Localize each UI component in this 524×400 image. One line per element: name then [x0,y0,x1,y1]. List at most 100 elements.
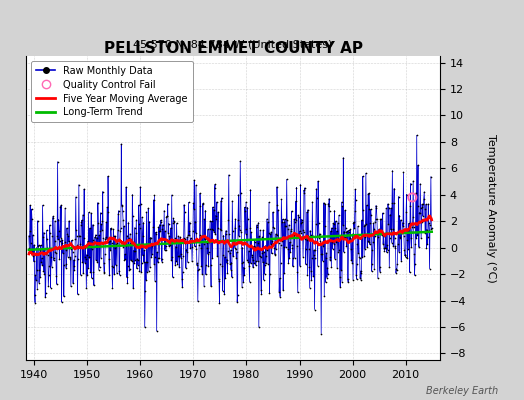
Point [254,219,263,226]
Point [352,197,360,204]
Point [34,243,42,250]
Point [324,203,333,210]
Point [170,219,179,225]
Point [342,229,350,235]
Point [256,253,264,260]
Point [138,252,147,258]
Point [102,219,111,226]
Point [187,235,195,242]
Point [372,202,380,209]
Point [58,299,66,305]
Point [316,238,324,244]
Point [178,284,187,290]
Point [219,252,227,259]
Point [300,190,309,196]
Point [312,186,321,192]
Point [215,300,224,306]
Point [56,238,64,244]
Point [161,242,170,249]
Point [226,261,234,268]
Point [423,241,432,247]
Point [339,154,347,161]
Point [174,252,183,259]
Point [315,235,324,242]
Point [173,239,181,245]
Point [349,276,357,283]
Point [299,254,307,260]
Point [283,226,292,232]
Point [423,226,431,233]
Point [154,255,162,262]
Point [230,241,238,247]
Point [199,241,208,248]
Point [110,271,118,277]
Point [214,276,223,282]
Point [192,182,200,188]
Point [78,217,86,223]
Point [208,254,216,261]
Point [279,216,287,223]
Point [145,218,154,225]
Point [69,280,77,286]
Point [203,250,212,257]
Point [306,228,314,234]
Point [152,328,161,334]
Point [366,220,375,226]
Point [364,239,373,246]
Point [47,246,55,252]
Point [256,254,265,260]
Point [274,236,282,243]
Point [222,228,230,234]
Point [367,268,376,274]
Point [128,213,137,219]
Point [27,206,36,212]
Point [90,282,98,288]
Point [415,209,423,216]
Point [200,216,209,222]
Point [369,226,378,232]
Point [79,212,87,218]
Point [68,237,76,244]
Point [87,210,95,216]
Point [221,275,230,282]
Point [414,162,422,168]
Point [72,232,81,239]
Point [132,230,140,237]
Point [267,241,275,247]
Point [369,239,377,246]
Point [263,216,271,222]
Point [376,269,384,275]
Point [143,269,151,275]
Point [52,273,60,279]
Point [377,230,385,237]
Point [101,251,109,257]
Point [127,240,136,246]
Point [49,215,57,222]
Point [106,238,114,244]
Point [420,205,429,212]
Point [37,259,46,265]
Point [309,233,317,240]
Point [103,239,112,246]
Point [402,191,411,198]
Point [314,220,323,226]
Point [221,254,229,260]
Point [405,225,413,231]
Point [297,229,305,236]
Point [138,214,146,220]
Point [177,254,185,261]
Point [159,236,168,243]
Point [143,209,151,215]
Point [403,237,411,244]
Point [188,237,196,243]
Point [399,169,408,175]
Point [268,241,277,248]
Point [354,250,363,256]
Point [427,225,435,232]
Point [422,201,430,208]
Point [307,232,315,238]
Point [384,247,392,253]
Point [327,228,335,234]
Point [220,238,228,244]
Point [233,249,241,256]
